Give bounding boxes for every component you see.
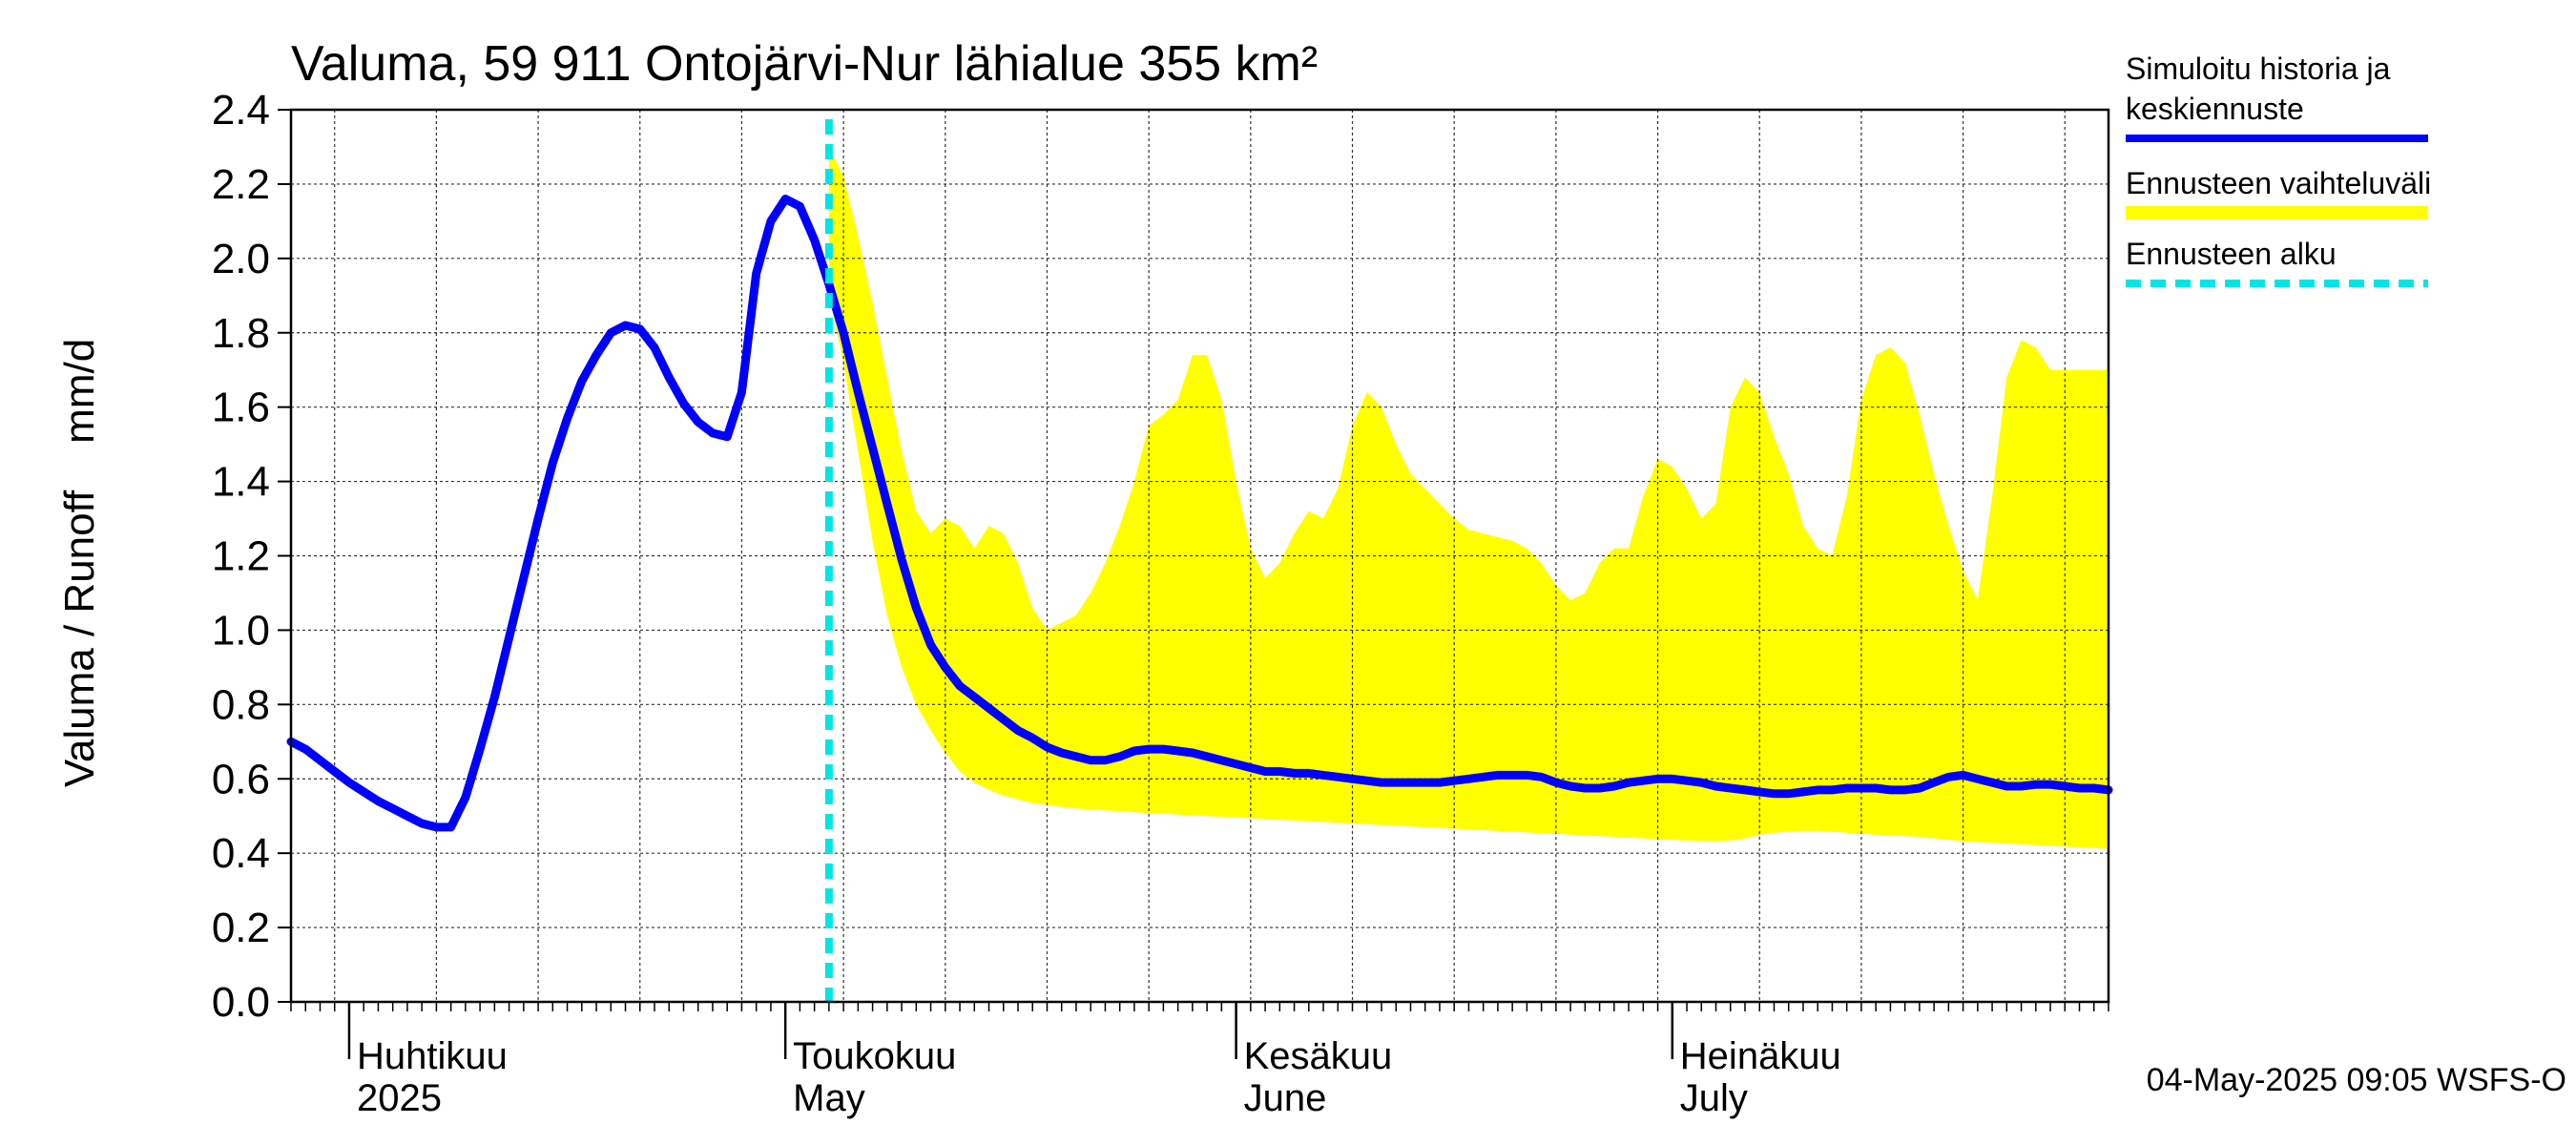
x-month-label-fi: Toukokuu [793,1035,956,1077]
plot-area: 0.0 0.2 0.4 0.6 0.8 1.0 1.2 1.4 1.6 1.8 2.0 2.2 2.4 H… [212,87,2113,1119]
legend-label: Ennusteen vaihteluväli [2126,166,2431,200]
series-line-mean [286,195,2113,832]
legend-label: keskiennuste [2126,92,2304,126]
y-tick-label: 1.6 [212,385,270,431]
x-month-label-en: June [1244,1077,1327,1119]
legend-item: Simuloitu historia ja keskiennuste [2126,52,2428,142]
y-tick-label: 2.4 [212,87,270,134]
y-tick-label: 0.6 [212,756,270,802]
x-month-label-en: 2025 [357,1077,442,1119]
x-month-label-fi: Heinäkuu [1680,1035,1841,1077]
y-tick-label: 0.4 [212,830,270,877]
y-tick-label: 2.2 [212,161,270,208]
y-tick-label: 1.2 [212,533,270,580]
legend-item: Ennusteen vaihteluväli [2126,166,2431,219]
y-tick-label: 1.0 [212,607,270,654]
timestamp: 04-May-2025 09:05 WSFS-O [2147,1062,2566,1098]
y-tick-label: 0.2 [212,905,270,951]
y-tick-label: 0.8 [212,681,270,728]
legend-label: Simuloitu historia ja [2126,52,2391,86]
x-month-label-en: May [793,1077,865,1119]
x-month-label-fi: Kesäkuu [1244,1035,1393,1077]
chart-title: Valuma, 59 911 Ontojärvi-Nur lähialue 35… [291,36,1318,92]
legend-item: Ennusteen alku [2126,237,2428,287]
y-tick-label: 0.0 [212,979,270,1026]
plot-frame [289,108,2110,1004]
y-tick-label: 1.4 [212,459,270,506]
forecast-range-band [828,147,2109,849]
y-axis-label: Valuma / Runoff mm/d [56,339,103,787]
legend: Simuloitu historia ja keskiennuste Ennuste… [2126,52,2431,287]
x-month-label-fi: Huhtikuu [357,1035,508,1077]
y-tick-label: 2.0 [212,236,270,282]
y-tick-label: 1.8 [212,310,270,357]
x-month-label-en: July [1680,1077,1748,1119]
legend-label: Ennusteen alku [2126,237,2337,271]
